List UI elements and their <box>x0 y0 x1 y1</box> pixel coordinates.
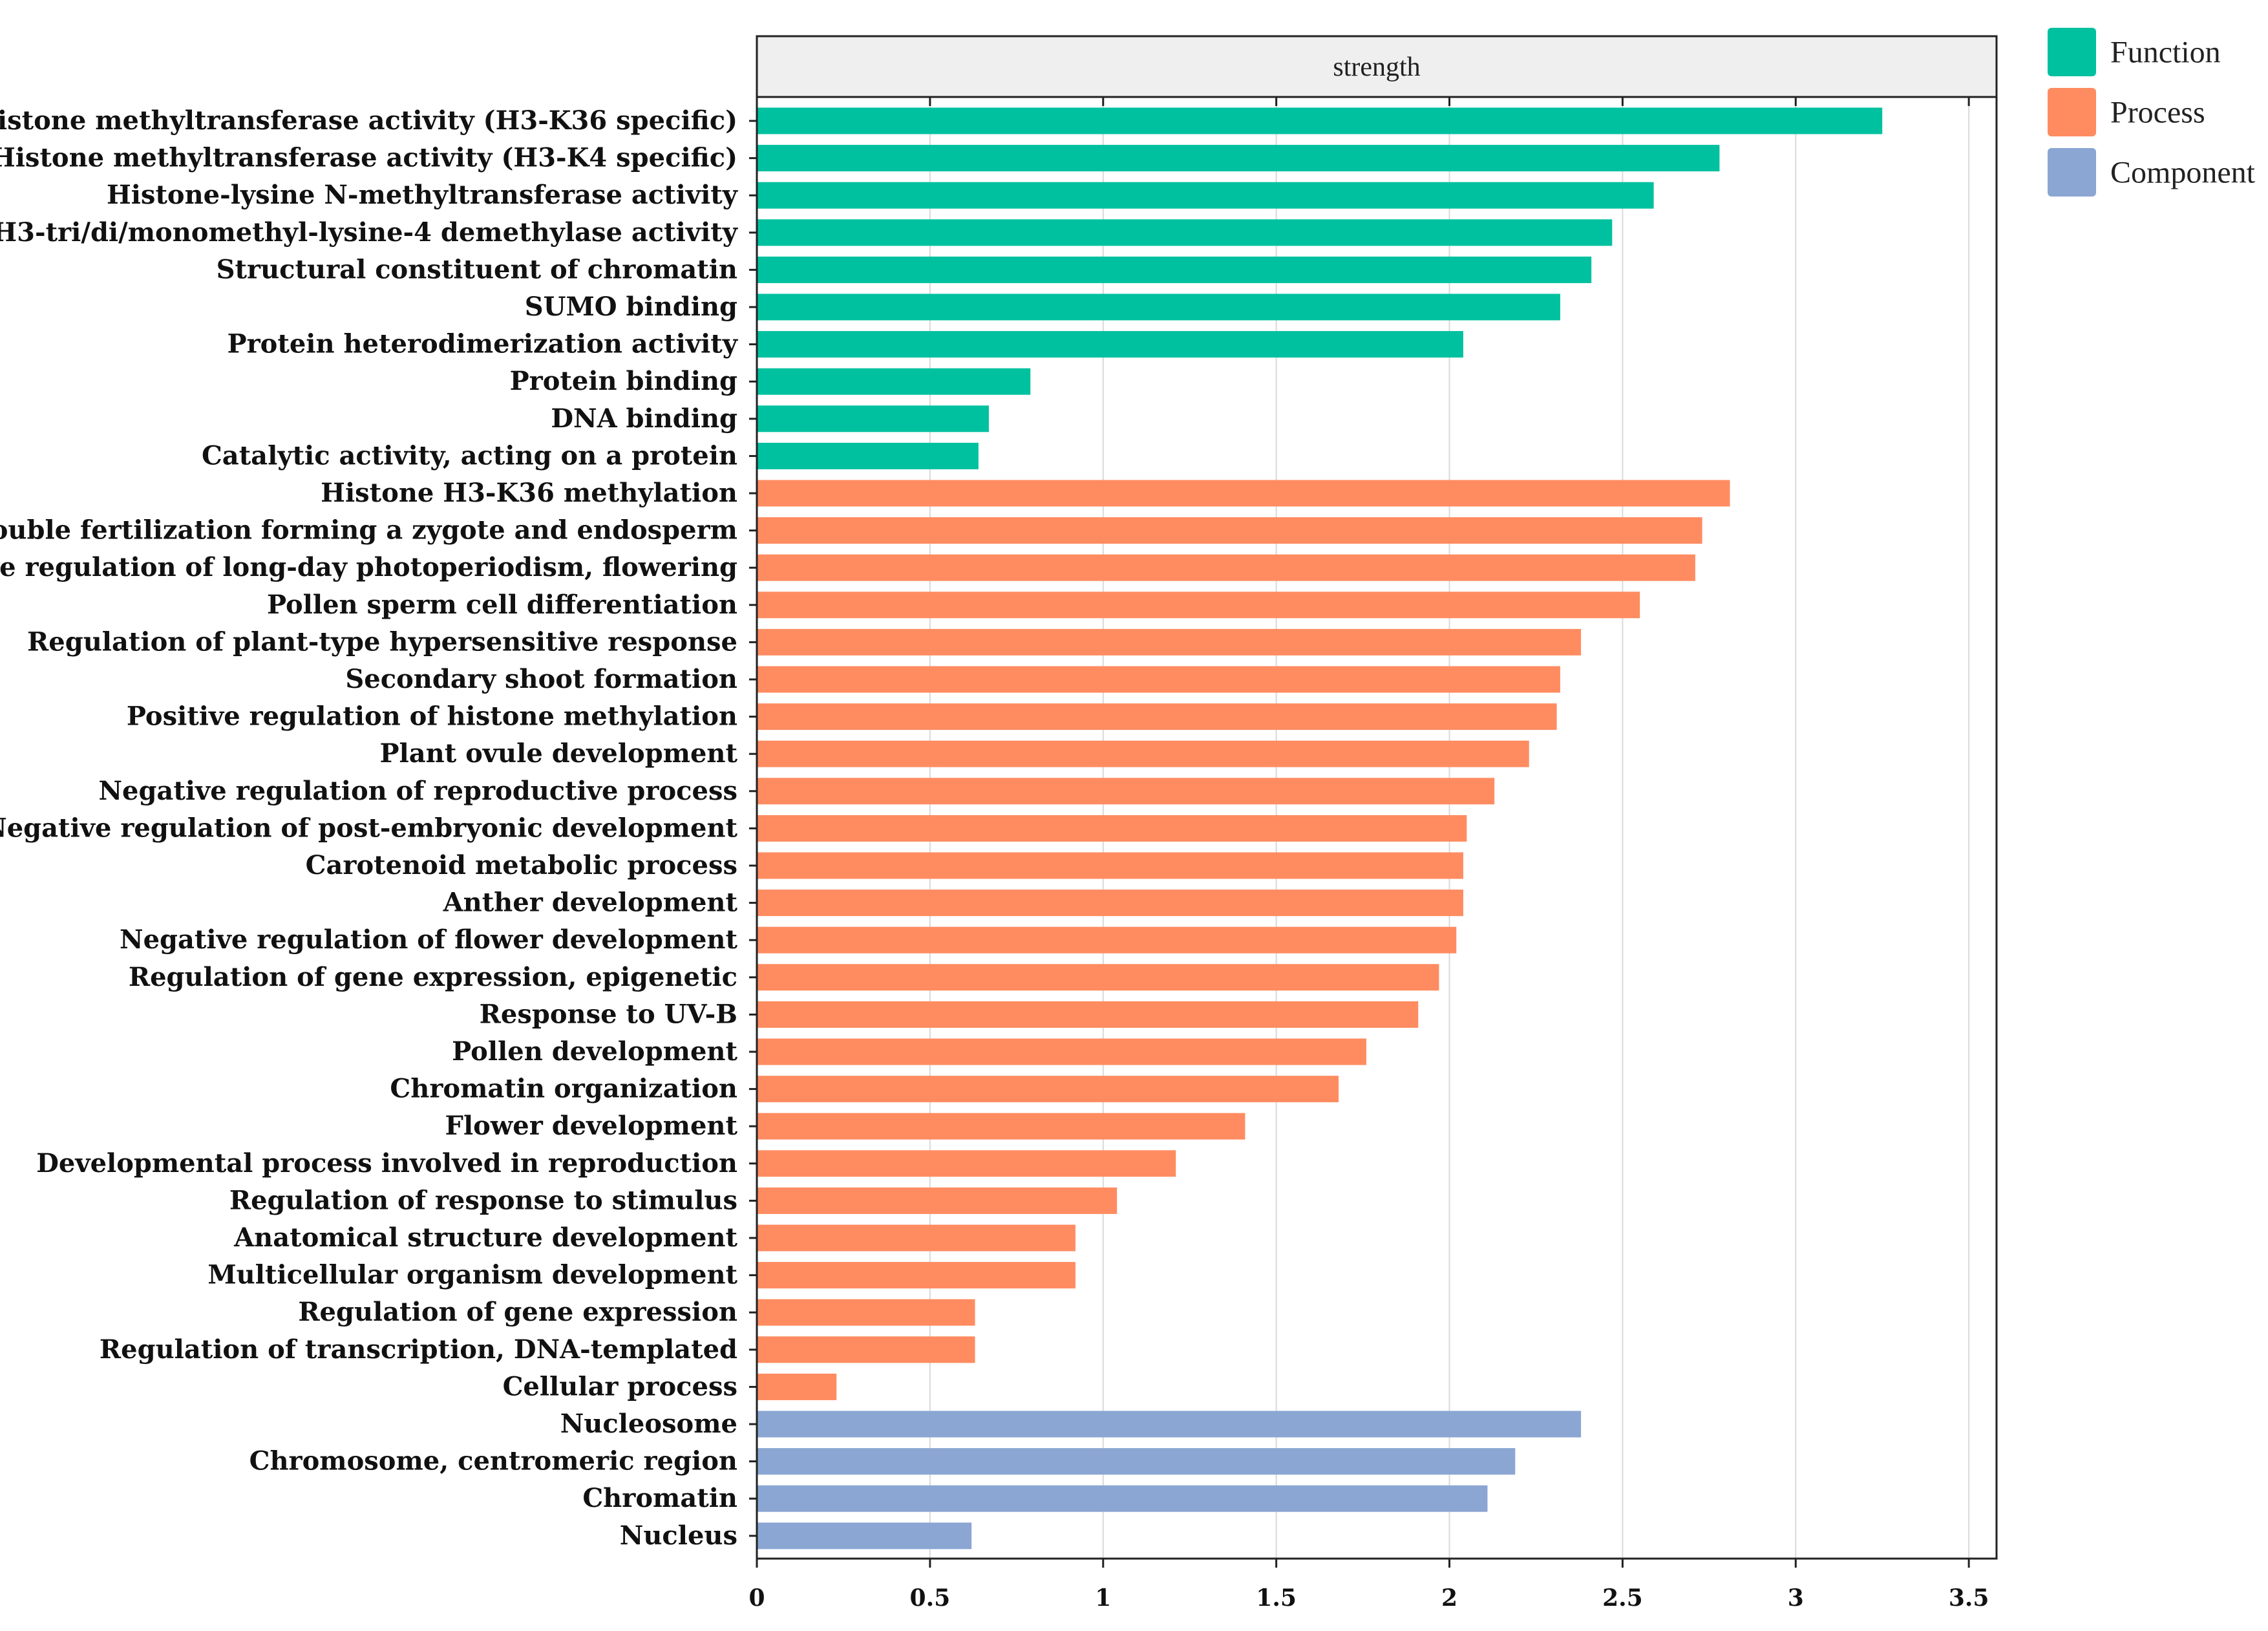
category-label: Negative regulation of long-day photoper… <box>0 552 737 582</box>
panel-title: strength <box>1333 52 1420 82</box>
bar-function <box>757 219 1613 246</box>
category-label: Response to UV-B <box>480 999 737 1029</box>
legend-label-function: Function <box>2110 36 2221 70</box>
bar-function <box>757 293 1560 321</box>
bar-process <box>757 1187 1118 1214</box>
category-label: Histone-lysine N-methyltransferase activ… <box>107 180 739 210</box>
bar-process <box>757 628 1582 656</box>
bar-process <box>757 815 1467 842</box>
category-label: Regulation of response to stimulus <box>229 1185 737 1215</box>
x-tick-label: 2 <box>1441 1584 1457 1612</box>
category-label: Secondary shoot formation <box>345 664 737 694</box>
bar-function <box>757 405 989 432</box>
category-label: DNA binding <box>551 403 737 434</box>
category-label: Flower development <box>445 1111 738 1141</box>
category-label: Cellular process <box>503 1371 737 1402</box>
bar-process <box>757 1150 1176 1177</box>
category-label: Regulation of gene expression <box>298 1297 737 1327</box>
bar-function <box>757 331 1463 358</box>
bar-process <box>757 1299 975 1326</box>
bar-process <box>757 740 1529 767</box>
bar-process <box>757 890 1463 917</box>
bar-process <box>757 1076 1339 1103</box>
x-tick-label: 0 <box>748 1584 765 1612</box>
category-label: Structural constituent of chromatin <box>217 254 737 284</box>
category-label: Carotenoid metabolic process <box>306 850 737 880</box>
category-label: Multicellular organism development <box>207 1260 737 1290</box>
bar-process <box>757 1262 1076 1289</box>
x-tick-label: 0.5 <box>910 1584 951 1612</box>
bar-function <box>757 256 1592 283</box>
category-label: Catalytic activity, acting on a protein <box>202 440 737 471</box>
facet-strip <box>756 35 1998 98</box>
category-label: Chromatin <box>582 1483 737 1513</box>
x-tick-label: 3.5 <box>1949 1584 1989 1612</box>
category-label: Nucleosome <box>560 1409 737 1439</box>
plot-border <box>756 35 1998 1560</box>
bar-process <box>757 703 1557 730</box>
bar-function <box>757 182 1654 209</box>
x-tick-label: 2.5 <box>1602 1584 1643 1612</box>
category-label: Regulation of plant-type hypersensitive … <box>27 626 737 657</box>
category-label: Negative regulation of post-embryonic de… <box>0 813 738 843</box>
category-label: Pollen development <box>452 1036 737 1067</box>
bar-process <box>757 1224 1076 1252</box>
category-label: Negative regulation of flower developmen… <box>120 924 738 955</box>
bar-function <box>757 368 1031 395</box>
category-label: Histone H3-K36 methylation <box>321 478 737 508</box>
bar-process <box>757 666 1560 693</box>
category-label: Regulation of transcription, DNA-templat… <box>100 1334 737 1365</box>
category-label: Protein heterodimerization activity <box>228 329 739 359</box>
category-label: Double fertilization forming a zygote an… <box>0 515 737 546</box>
legend-label-component: Component <box>2110 156 2256 190</box>
bar-process <box>757 852 1463 879</box>
bar-component <box>757 1485 1488 1512</box>
bar-process <box>757 1336 975 1363</box>
x-tick-label: 3 <box>1788 1584 1804 1612</box>
category-label: Anatomical structure development <box>233 1222 737 1253</box>
category-label: Regulation of gene expression, epigeneti… <box>129 962 737 992</box>
category-label: Plant ovule development <box>379 738 737 769</box>
bar-process <box>757 1373 837 1400</box>
bar-process <box>757 592 1640 619</box>
bar-component <box>757 1411 1582 1438</box>
category-label: Negative regulation of reproductive proc… <box>98 776 737 806</box>
bar-process <box>757 1113 1245 1140</box>
legend-swatch-process <box>2048 88 2096 136</box>
bar-process <box>757 554 1695 581</box>
category-label: Protein binding <box>510 366 737 396</box>
bar-function <box>757 145 1720 172</box>
bar-process <box>757 517 1702 544</box>
category-label: Histone H3-tri/di/monomethyl-lysine-4 de… <box>0 217 739 248</box>
category-label: Developmental process involved in reprod… <box>36 1148 737 1178</box>
legend-swatch-component <box>2048 148 2096 197</box>
bar-process <box>757 1038 1366 1065</box>
category-label: Nucleus <box>620 1520 737 1551</box>
bar-function <box>757 107 1883 134</box>
bar-component <box>757 1522 972 1550</box>
legend-swatch-function <box>2048 28 2096 76</box>
bar-component <box>757 1448 1516 1475</box>
category-label: Chromatin organization <box>390 1074 737 1104</box>
x-tick-label: 1.5 <box>1256 1584 1297 1612</box>
bar-process <box>757 480 1730 507</box>
category-label: Anther development <box>443 888 738 918</box>
category-label: Pollen sperm cell differentiation <box>267 590 737 620</box>
bar-process <box>757 778 1495 805</box>
bar-process <box>757 964 1439 991</box>
legend-label-process: Process <box>2110 96 2205 130</box>
category-label: Histone methyltransferase activity (H3-K… <box>0 143 737 173</box>
bar-process <box>757 926 1457 954</box>
category-label: SUMO binding <box>525 292 737 322</box>
category-label: Positive regulation of histone methylati… <box>127 701 737 732</box>
x-tick-label: 1 <box>1095 1584 1111 1612</box>
bar-function <box>757 442 979 469</box>
category-label: Chromosome, centromeric region <box>249 1446 737 1476</box>
category-label: Histone methyltransferase activity (H3-K… <box>0 105 737 136</box>
bar-process <box>757 1001 1419 1028</box>
